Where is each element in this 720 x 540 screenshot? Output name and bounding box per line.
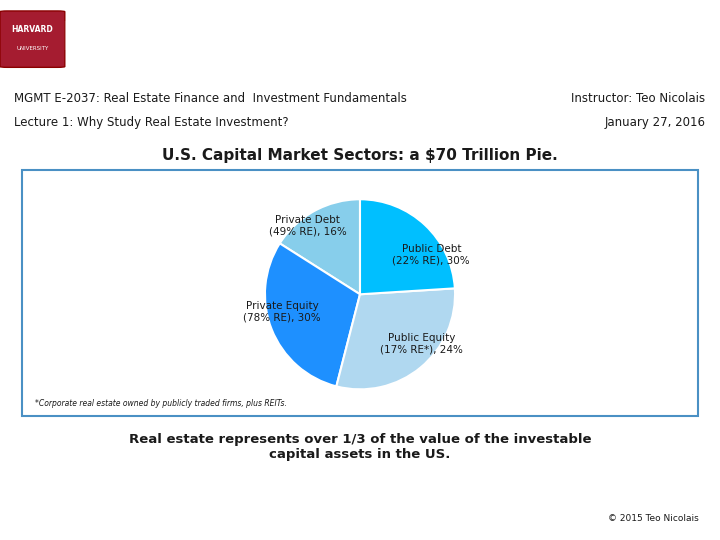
Text: HARVARD EXTENSION SCHOOL: HARVARD EXTENSION SCHOOL [61, 20, 720, 58]
Text: Private Debt
(49% RE), 16%: Private Debt (49% RE), 16% [269, 215, 346, 237]
Text: Public Debt
(22% RE), 30%: Public Debt (22% RE), 30% [392, 244, 470, 265]
Text: Real estate represents over 1/3 of the value of the investable
capital assets in: Real estate represents over 1/3 of the v… [129, 433, 591, 461]
FancyBboxPatch shape [0, 11, 65, 68]
Wedge shape [280, 199, 360, 294]
Text: © 2015 Teo Nicolais: © 2015 Teo Nicolais [608, 514, 698, 523]
Text: Instructor: Teo Nicolais: Instructor: Teo Nicolais [572, 92, 706, 105]
Text: *Corporate real estate owned by publicly traded firms, plus REITs.: *Corporate real estate owned by publicly… [35, 400, 287, 408]
Wedge shape [265, 244, 360, 386]
Text: January 27, 2016: January 27, 2016 [605, 116, 706, 130]
Wedge shape [336, 288, 455, 389]
FancyBboxPatch shape [22, 170, 698, 416]
Text: U.S. Capital Market Sectors: a $70 Trillion Pie.: U.S. Capital Market Sectors: a $70 Trill… [162, 148, 558, 163]
Text: Public Equity
(17% RE*), 24%: Public Equity (17% RE*), 24% [380, 333, 463, 355]
Text: UNIVERSITY: UNIVERSITY [17, 46, 48, 51]
Text: HARVARD: HARVARD [12, 25, 53, 34]
Text: MGMT E-2037: Real Estate Finance and  Investment Fundamentals: MGMT E-2037: Real Estate Finance and Inv… [14, 92, 408, 105]
Text: Private Equity
(78% RE), 30%: Private Equity (78% RE), 30% [243, 301, 321, 322]
Text: Lecture 1: Why Study Real Estate Investment?: Lecture 1: Why Study Real Estate Investm… [14, 116, 289, 130]
Wedge shape [360, 199, 455, 294]
